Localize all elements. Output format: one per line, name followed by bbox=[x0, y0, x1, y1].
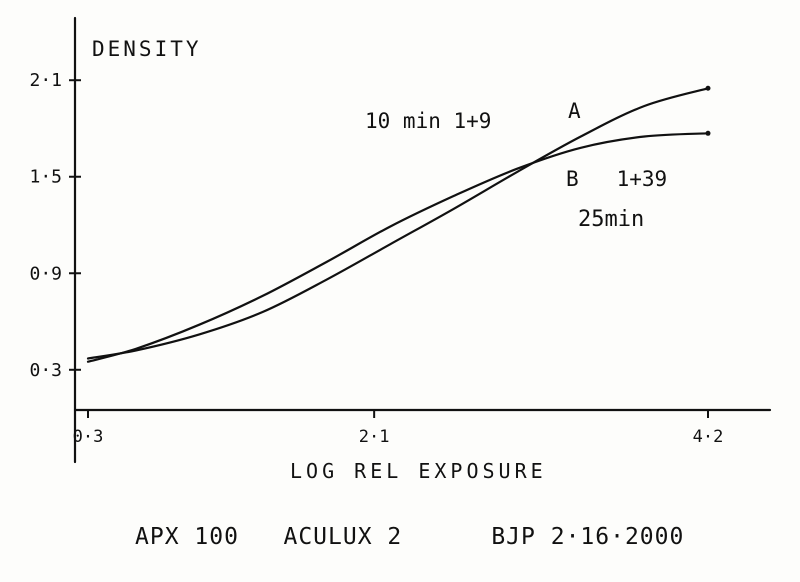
x-tick-label-0: 0·3 bbox=[73, 427, 104, 447]
series-line-b bbox=[86, 132, 710, 363]
series-end-dot-b bbox=[705, 130, 711, 136]
series-end-dot-a bbox=[705, 85, 711, 91]
x-axis-title: LOG REL EXPOSURE bbox=[290, 459, 547, 483]
series-b-label-time: 25min bbox=[578, 207, 644, 232]
series-a-label-letter: A bbox=[568, 99, 581, 123]
y-tick-label-0: 0·3 bbox=[29, 360, 62, 381]
y-tick-label-3: 2·1 bbox=[29, 70, 62, 91]
series-line-a bbox=[86, 87, 710, 360]
x-tick-label-1: 2·1 bbox=[359, 427, 390, 447]
y-axis-title: DENSITY bbox=[92, 37, 202, 61]
x-tick-label-2: 4·2 bbox=[693, 427, 724, 447]
series-b-label-condition: B 1+39 bbox=[566, 167, 667, 191]
chart-caption: APX 100 ACULUX 2 BJP 2·16·2000 bbox=[135, 524, 684, 550]
y-tick-label-2: 1·5 bbox=[29, 167, 62, 188]
series-a-label-condition: 10 min 1+9 bbox=[365, 109, 491, 133]
y-tick-label-1: 0·9 bbox=[29, 263, 62, 284]
